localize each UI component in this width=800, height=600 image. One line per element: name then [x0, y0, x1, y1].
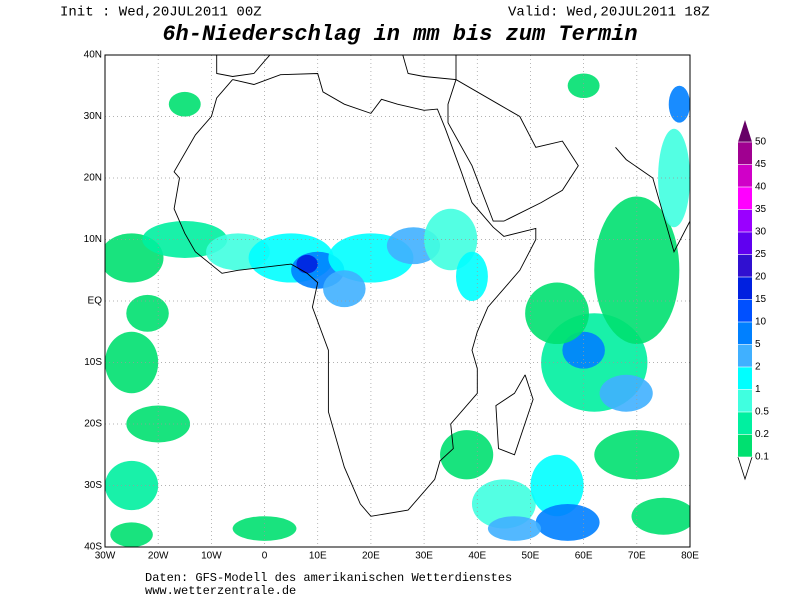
map-frame: [104, 54, 691, 548]
lon-tick-label: 60E: [575, 551, 593, 562]
precip-area: [562, 331, 605, 369]
precip-area: [323, 270, 366, 308]
coastline: [402, 55, 457, 81]
lon-tick-label: 30E: [415, 551, 433, 562]
colorbar-label: 10: [755, 317, 767, 328]
colorbar-label: 35: [755, 204, 767, 215]
valid-time: Valid: Wed,20JUL2011 18Z: [508, 5, 710, 21]
colorbar-label: 0.1: [755, 452, 769, 463]
precip-area: [296, 254, 318, 274]
lon-tick-label: 70E: [628, 551, 646, 562]
precip-area: [110, 522, 153, 547]
precip-area: [126, 294, 169, 332]
lon-tick-label: 20W: [148, 551, 169, 562]
colorbar-box: [738, 322, 752, 345]
colorbar-box: [738, 232, 752, 255]
coastline: [495, 374, 534, 456]
map-title: 6h-Niederschlag in mm bis zum Termin: [162, 22, 637, 47]
colorbar-box: [738, 367, 752, 390]
precip-area: [126, 405, 191, 443]
colorbar-label: 25: [755, 249, 767, 260]
init-time: Init : Wed,20JUL2011 00Z: [60, 5, 262, 21]
colorbar-label: 5: [755, 339, 761, 350]
colorbar-box: [738, 254, 752, 277]
coastline: [615, 147, 690, 254]
lat-tick-label: EQ: [88, 296, 103, 307]
colorbar-label: 40: [755, 182, 767, 193]
lat-tick-label: 10S: [84, 357, 102, 368]
precip-area: [599, 374, 653, 412]
coastline: [447, 78, 579, 222]
colorbar-box: [738, 164, 752, 187]
coastline: [173, 73, 537, 517]
lon-tick-label: 20E: [362, 551, 380, 562]
lat-tick-label: 30S: [84, 480, 102, 491]
precip-area: [471, 479, 536, 529]
precip-area: [658, 128, 690, 228]
colorbar-label: 15: [755, 294, 767, 305]
precip-area: [594, 196, 680, 345]
colorbar-label: 2: [755, 362, 761, 373]
lat-tick-label: 20N: [84, 173, 102, 184]
precip-area: [168, 91, 201, 117]
footer-url: www.wetterzentrale.de: [145, 584, 296, 598]
colorbar-label: 50: [755, 137, 767, 148]
colorbar-label: 0.2: [755, 429, 769, 440]
precip-area: [232, 516, 297, 541]
colorbar-box: [738, 187, 752, 210]
lat-tick-label: 40S: [84, 542, 102, 553]
precip-area: [567, 73, 600, 99]
precip-area: [525, 282, 589, 345]
footer-source: Daten: GFS-Modell des amerikanischen Wet…: [145, 571, 512, 585]
colorbar-high-tip: [738, 120, 752, 142]
lat-tick-label: 30N: [84, 111, 102, 122]
precip-area: [105, 460, 159, 511]
colorbar-box: [738, 389, 752, 412]
precip-area: [668, 85, 690, 123]
precip-area: [424, 208, 478, 271]
lon-tick-label: 50E: [522, 551, 540, 562]
lon-tick-label: 0: [262, 551, 268, 562]
lat-tick-label: 20S: [84, 419, 102, 430]
precip-area: [142, 221, 228, 258]
coastline: [216, 55, 271, 77]
colorbar-box: [738, 299, 752, 322]
lon-tick-label: 10E: [309, 551, 327, 562]
colorbar-label: 45: [755, 159, 767, 170]
precip-area: [631, 497, 690, 535]
lat-tick-label: 40N: [84, 50, 102, 61]
colorbar-label: 20: [755, 272, 767, 283]
colorbar-box: [738, 277, 752, 300]
precip-area: [105, 331, 159, 394]
colorbar-box: [738, 412, 752, 435]
lon-tick-label: 40E: [468, 551, 486, 562]
precip-area: [487, 516, 542, 541]
precip-layer: [105, 73, 690, 547]
colorbar-box: [738, 434, 752, 457]
colorbar-label: 0.5: [755, 407, 769, 418]
precip-area: [594, 430, 680, 480]
lon-tick-label: 80E: [681, 551, 699, 562]
precip-area: [456, 251, 488, 301]
lon-tick-label: 10W: [201, 551, 222, 562]
colorbar-box: [738, 142, 752, 165]
coastline-layer: [173, 55, 690, 517]
colorbar-low-tip: [737, 456, 753, 481]
colorbar-box: [738, 344, 752, 367]
colorbar-box: [738, 209, 752, 232]
precip-area: [535, 503, 600, 541]
colorbar-label: 30: [755, 227, 767, 238]
precip-area: [440, 430, 494, 480]
lon-tick-label: 30W: [95, 551, 116, 562]
colorbar-label: 1: [755, 384, 761, 395]
lat-tick-label: 10N: [84, 234, 102, 245]
